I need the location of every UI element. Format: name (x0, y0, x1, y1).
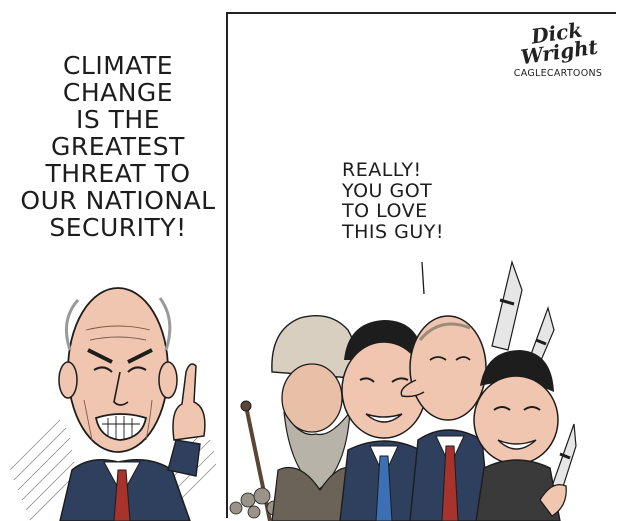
kim-eyes (493, 406, 541, 411)
left-ear (58, 361, 78, 399)
kim-mouth (497, 439, 537, 450)
biden-sleeve (167, 439, 201, 477)
biden-mouth (94, 413, 148, 441)
speech-pointer (421, 261, 425, 295)
left-speech-line: GREATEST (51, 132, 185, 161)
putin-tie (441, 445, 459, 521)
right-speech-line: REALLY! (342, 159, 422, 181)
left-speech-line: CHANGE (62, 78, 174, 107)
left-illustration (9, 287, 217, 521)
right-speech-line: THIS GUY! (342, 220, 444, 243)
biden-teeth (102, 416, 140, 440)
left-panel: CLIMATE CHANGE IS THE GREATEST THREAT TO… (0, 0, 222, 521)
right-speech-line: YOU GOT (342, 179, 433, 202)
putin-head (409, 315, 487, 421)
signature-source: CAGLECARTOONS (513, 68, 603, 79)
left-speech-line: OUR NATIONAL (20, 186, 216, 215)
biden-hair (64, 297, 172, 351)
right-speech-line: TO LOVE (342, 200, 428, 223)
left-speech-text: CLIMATE CHANGE IS THE GREATEST THREAT TO… (18, 52, 218, 241)
right-panel (226, 12, 616, 518)
kim-hand (539, 483, 567, 517)
putin-hair (418, 322, 471, 341)
staff-knob (240, 400, 252, 412)
xi-mouth (365, 413, 403, 423)
xi-tie (375, 455, 393, 521)
left-speech-line: THREAT TO (45, 159, 191, 188)
left-speech-line: SECURITY! (49, 213, 187, 242)
missile-1 (491, 259, 523, 351)
kim-suit (475, 459, 561, 521)
putin-eyes (429, 356, 471, 361)
biden-tie (113, 469, 131, 521)
face-wrinkles (83, 325, 153, 441)
background-hatching (9, 419, 217, 521)
left-speech-line: IS THE (75, 105, 161, 134)
biden-nose (113, 371, 129, 406)
right-ear (158, 361, 178, 399)
putin-nose-kiss (400, 379, 425, 398)
artist-signature: Dick Wright CAGLECARTOONS (502, 18, 614, 79)
biden-eyes (93, 366, 147, 373)
left-speech-line: CLIMATE (62, 51, 174, 80)
xi-eyes (359, 377, 409, 383)
right-speech-text: REALLY! YOU GOT TO LOVE THIS GUY! (342, 160, 472, 242)
biden-hand (172, 363, 206, 441)
biden-eyebrows (87, 348, 153, 364)
kim-face (473, 375, 559, 465)
